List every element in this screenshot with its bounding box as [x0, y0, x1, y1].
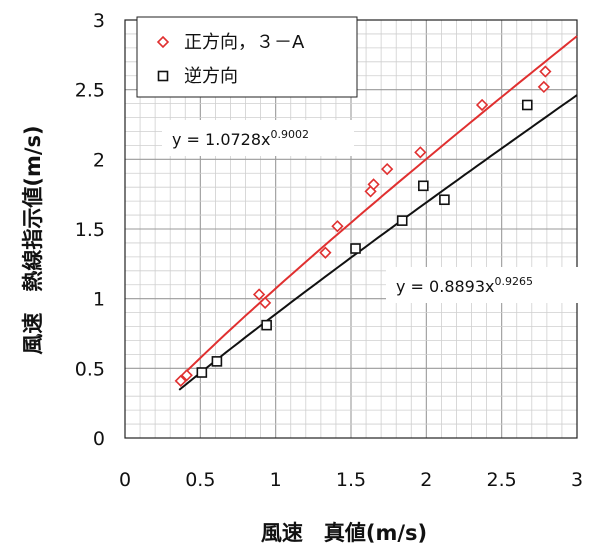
legend-square-icon	[157, 70, 169, 82]
data-point-reverse	[418, 180, 429, 192]
y-tick-label: 2	[93, 149, 105, 171]
trendlines	[178, 35, 578, 391]
data-point-forward	[319, 246, 332, 259]
equation-forward-bg	[162, 120, 354, 156]
data-point-reverse	[211, 356, 223, 367]
data-point-reverse	[396, 215, 408, 226]
equation-reverse-bg	[386, 267, 578, 303]
data-points	[174, 65, 552, 388]
x-tick-label: 2	[420, 469, 432, 491]
x-tick-label: 1.5	[336, 469, 366, 491]
data-point-forward	[174, 374, 187, 388]
legend-marker-diamond	[156, 35, 170, 49]
x-tick-label: 2.5	[487, 469, 517, 491]
y-tick-label: 1	[93, 289, 105, 311]
y-tick-label: 1.5	[75, 219, 105, 241]
equation-reverse-exponent: 0.9265	[495, 275, 534, 288]
data-point-reverse	[439, 194, 450, 206]
data-point-reverse	[196, 367, 208, 378]
trendline-forward	[178, 35, 578, 380]
equation-forward-exponent: 0.9002	[271, 128, 310, 141]
equation-reverse-base: y = 0.8893x	[396, 277, 495, 296]
data-point-forward	[537, 80, 550, 94]
y-axis-title: 風速 熱線指示値(m/s)	[21, 125, 45, 354]
data-point-forward	[414, 146, 427, 159]
equation-forward: y = 1.0728x0.9002	[162, 120, 354, 156]
x-tick-label: 3	[571, 469, 583, 491]
y-tick-label: 0.5	[75, 358, 105, 380]
x-tick-label: 0.5	[185, 469, 215, 491]
data-point-forward	[331, 220, 344, 233]
equation-reverse-text: y = 0.8893x0.9265	[396, 275, 533, 296]
data-point-forward	[539, 65, 552, 78]
data-point-forward	[180, 369, 193, 382]
equation-forward-base: y = 1.0728x	[172, 130, 271, 149]
y-tick-label: 2.5	[75, 80, 105, 102]
x-tick-label: 0	[119, 469, 131, 491]
data-point-reverse	[350, 243, 361, 254]
x-axis-title: 風速 真値(m/s)	[261, 521, 427, 545]
tick-labels: 0 0.5 1 1.5 2 2.5 3 0 0.5 1 1.5 2 2.5 3	[75, 10, 583, 491]
legend-label-forward: 正方向，３－A	[184, 32, 305, 53]
equation-forward-text: y = 1.0728x0.9002	[172, 128, 309, 149]
y-tick-label: 3	[93, 10, 105, 32]
equation-reverse: y = 0.8893x0.9265	[386, 267, 578, 303]
data-point-forward	[258, 296, 272, 309]
legend-box	[136, 16, 358, 98]
legend-marker-square	[157, 70, 169, 82]
data-point-forward	[367, 178, 380, 191]
x-tick-label: 1	[270, 469, 282, 491]
legend-diamond-icon	[156, 35, 170, 49]
data-point-reverse	[521, 99, 533, 111]
trendline-reverse	[178, 94, 578, 391]
data-point-forward	[381, 162, 394, 176]
legend-label-reverse: 逆方向	[184, 66, 238, 87]
y-tick-label: 0	[93, 428, 105, 450]
data-point-reverse	[261, 319, 272, 331]
data-point-forward	[475, 98, 489, 112]
legend: 正方向，３－A 逆方向	[136, 16, 358, 98]
data-point-forward	[252, 288, 266, 301]
